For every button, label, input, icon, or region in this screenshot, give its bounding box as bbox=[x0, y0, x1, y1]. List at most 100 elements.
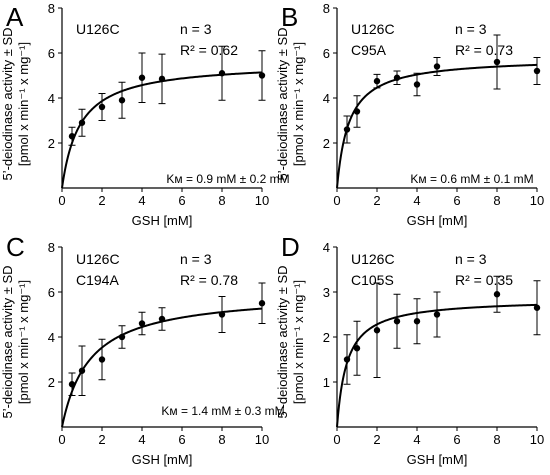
r2-label: R² = 0.62 bbox=[180, 42, 238, 58]
x-tick-label: 4 bbox=[413, 432, 420, 447]
panel-b: B 0 2 4 6 8 10 2 4 6 8 GSH [mM] 5’-deiodinase activi… bbox=[275, 1, 544, 228]
data-point bbox=[493, 291, 501, 298]
panel-letter: A bbox=[6, 2, 24, 32]
data-point bbox=[138, 320, 146, 327]
y-tick-label: 8 bbox=[323, 1, 330, 16]
x-tick-label: 2 bbox=[98, 432, 105, 447]
x-tick-label: 6 bbox=[178, 432, 185, 447]
y-tick-label: 4 bbox=[48, 330, 55, 345]
km-label: Kм = 1.4 mM ± 0.3 mM bbox=[161, 404, 284, 418]
data-point bbox=[343, 126, 351, 133]
y-tick-label: 3 bbox=[323, 285, 330, 300]
data-point bbox=[138, 74, 146, 81]
y-tick-label: 2 bbox=[48, 375, 55, 390]
y-tick-label: 6 bbox=[48, 285, 55, 300]
y-tick-label: 8 bbox=[48, 1, 55, 16]
x-tick-label: 10 bbox=[530, 193, 544, 208]
data-point bbox=[218, 70, 226, 77]
km-label: Kм = 0.9 mM ± 0.2 mM bbox=[166, 172, 289, 186]
data-point bbox=[118, 333, 126, 341]
x-tick-label: 10 bbox=[530, 432, 544, 447]
data-point bbox=[98, 103, 106, 111]
x-tick-label: 2 bbox=[98, 193, 105, 208]
construct-label: C105S bbox=[351, 272, 394, 288]
construct-label: U126C bbox=[76, 21, 120, 37]
y-axis-label: 5’-deiodinase activity ± SD[pmol x min⁻¹… bbox=[0, 27, 31, 180]
y-axis-label-line2: [pmol x min⁻¹ x mg⁻¹] bbox=[16, 280, 31, 404]
x-axis-label: GSH [mM] bbox=[407, 452, 468, 467]
x-tick-label: 10 bbox=[255, 193, 269, 208]
x-axis-label: GSH [mM] bbox=[132, 452, 193, 467]
data-point bbox=[533, 67, 541, 75]
x-tick-label: 8 bbox=[493, 432, 500, 447]
y-axis-label-line1: 5’-deiodinase activity ± SD bbox=[0, 27, 15, 180]
y-tick-label: 4 bbox=[48, 91, 55, 106]
x-tick-label: 6 bbox=[178, 193, 185, 208]
y-tick-label: 2 bbox=[48, 136, 55, 151]
x-tick-label: 4 bbox=[138, 193, 145, 208]
x-tick-label: 0 bbox=[333, 432, 340, 447]
data-point bbox=[353, 345, 361, 352]
data-point bbox=[393, 318, 401, 325]
data-point bbox=[343, 356, 351, 363]
panel-letter: C bbox=[6, 232, 25, 262]
panel-c: C 0 2 4 6 8 10 2 4 6 8 GSH [mM] 5’-deiodinase activi… bbox=[0, 232, 285, 467]
y-axis-label: 5’-deiodinase activity ± SD[pmol x min⁻¹… bbox=[275, 27, 306, 180]
data-point bbox=[78, 367, 86, 374]
x-axis-label: GSH [mM] bbox=[132, 213, 193, 228]
x-tick-label: 2 bbox=[373, 193, 380, 208]
data-point bbox=[68, 381, 76, 388]
n-label: n = 3 bbox=[455, 21, 487, 37]
data-point bbox=[413, 318, 421, 325]
data-point bbox=[118, 97, 126, 104]
y-axis-label-line1: 5’-deiodinase activity ± SD bbox=[0, 265, 15, 418]
x-tick-label: 8 bbox=[493, 193, 500, 208]
data-point bbox=[218, 311, 226, 318]
y-tick-label: 6 bbox=[323, 46, 330, 61]
data-point bbox=[373, 327, 381, 334]
y-tick-label: 4 bbox=[323, 240, 330, 255]
y-axis-label: 5’-deiodinase activity ± SD[pmol x min⁻¹… bbox=[0, 265, 31, 418]
x-tick-label: 6 bbox=[453, 432, 460, 447]
panel-letter: D bbox=[281, 232, 300, 262]
x-tick-label: 6 bbox=[453, 193, 460, 208]
y-axis-label-line1: 5’-deiodinase activity ± SD bbox=[275, 265, 290, 418]
y-tick-label: 6 bbox=[48, 46, 55, 61]
data-point bbox=[433, 311, 441, 318]
km-label: Kм = 0.6 mM ± 0.1 mM bbox=[410, 172, 533, 186]
panel-a: A 0 2 4 6 8 10 2 4 6 8 GSH [mM] 5’-deiodinase activi… bbox=[0, 1, 290, 228]
construct-label: C194A bbox=[76, 272, 119, 288]
x-tick-label: 4 bbox=[138, 432, 145, 447]
panel-letter: B bbox=[281, 2, 298, 32]
x-tick-label: 4 bbox=[413, 193, 420, 208]
y-tick-label: 2 bbox=[323, 330, 330, 345]
data-point bbox=[493, 58, 501, 66]
n-label: n = 3 bbox=[180, 251, 212, 267]
x-tick-label: 2 bbox=[373, 432, 380, 447]
construct-label: U126C bbox=[351, 21, 395, 37]
fit-curve bbox=[336, 63, 538, 189]
data-point bbox=[98, 356, 106, 363]
x-tick-label: 0 bbox=[333, 193, 340, 208]
data-point bbox=[68, 133, 76, 140]
y-axis-label: 5’-deiodinase activity ± SD[pmol x min⁻¹… bbox=[275, 265, 306, 418]
data-point bbox=[158, 315, 166, 323]
y-axis-label-line2: [pmol x min⁻¹ x mg⁻¹] bbox=[291, 42, 306, 166]
n-label: n = 3 bbox=[455, 251, 487, 267]
y-tick-label: 4 bbox=[323, 91, 330, 106]
y-tick-label: 1 bbox=[323, 375, 330, 390]
data-point bbox=[258, 300, 266, 307]
n-label: n = 3 bbox=[180, 21, 212, 37]
y-tick-label: 2 bbox=[323, 136, 330, 151]
construct-label: U126C bbox=[351, 251, 395, 267]
y-tick-label: 8 bbox=[48, 240, 55, 255]
data-point bbox=[78, 119, 86, 126]
data-point bbox=[433, 63, 441, 70]
x-axis-label: GSH [mM] bbox=[407, 213, 468, 228]
y-axis-label-line2: [pmol x min⁻¹ x mg⁻¹] bbox=[16, 42, 31, 166]
r2-label: R² = 0.78 bbox=[180, 272, 238, 288]
data-point bbox=[258, 72, 266, 79]
data-point bbox=[373, 77, 381, 85]
